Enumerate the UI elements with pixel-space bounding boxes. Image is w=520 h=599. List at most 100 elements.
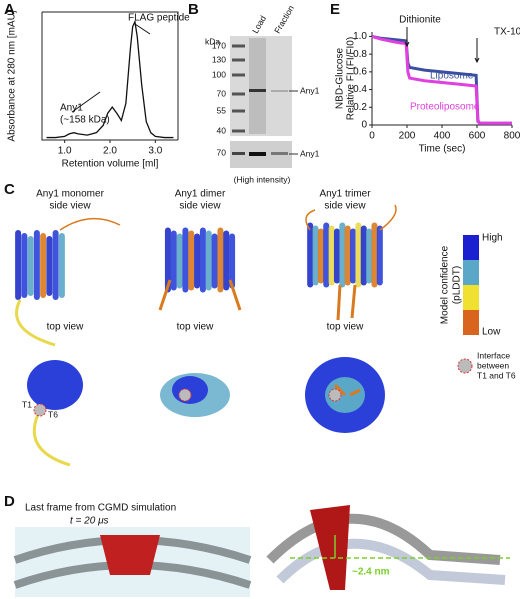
axis bbox=[41, 12, 178, 141]
y-axis-label: Relative FI (FI/FI0) bbox=[346, 37, 357, 120]
ladder-band bbox=[232, 44, 245, 48]
interface-label: Interface bbox=[477, 350, 510, 360]
annotation: TX-100 bbox=[494, 27, 520, 38]
data-line bbox=[371, 34, 512, 125]
band-label: Any1 bbox=[300, 85, 320, 95]
helix bbox=[360, 225, 367, 286]
arrow bbox=[71, 91, 101, 113]
helix bbox=[211, 233, 218, 289]
interface-marker bbox=[178, 388, 192, 402]
helix bbox=[52, 230, 59, 300]
scale-step bbox=[463, 310, 479, 335]
x-tick-label: 800 bbox=[504, 131, 520, 142]
helix bbox=[170, 230, 177, 291]
panel-label: C bbox=[4, 181, 15, 198]
coil bbox=[59, 217, 121, 231]
coil bbox=[333, 383, 361, 397]
annotation: Any1 bbox=[60, 103, 83, 114]
band bbox=[271, 90, 288, 92]
gel-unit: kDa bbox=[205, 36, 220, 46]
x-axis-label: Time (sec) bbox=[419, 144, 466, 155]
gel-note: (High intensity) bbox=[234, 174, 291, 184]
lane-label: Load bbox=[250, 14, 268, 36]
x-axis-label: Retention volume [ml] bbox=[62, 159, 159, 170]
band bbox=[271, 152, 288, 155]
scale-step bbox=[463, 235, 479, 260]
decoration bbox=[13, 36, 510, 597]
terminus-label: T1 bbox=[22, 399, 32, 409]
helix bbox=[58, 233, 65, 298]
y-tick-label: 0 bbox=[361, 120, 367, 131]
helix bbox=[333, 228, 340, 284]
annotation: (~158 kDa) bbox=[60, 115, 110, 126]
lane-label: Fraction bbox=[272, 3, 296, 35]
helix bbox=[182, 227, 189, 293]
top-view bbox=[27, 360, 83, 410]
helix bbox=[344, 225, 351, 286]
x-tick-label: 3.0 bbox=[148, 146, 162, 157]
ladder-band bbox=[232, 109, 245, 113]
helix bbox=[217, 227, 224, 293]
y-tick-label: 0.2 bbox=[353, 102, 367, 113]
y-tick-label: 0.6 bbox=[353, 66, 367, 77]
interface-marker bbox=[457, 358, 473, 374]
helix bbox=[164, 227, 171, 293]
scale-low: Low bbox=[482, 327, 501, 338]
helix bbox=[223, 230, 230, 291]
scale-high: High bbox=[482, 233, 503, 244]
sim-time: t = 20 μs bbox=[70, 516, 109, 527]
x-tick-label: 400 bbox=[434, 131, 451, 142]
ladder-label: 40 bbox=[217, 125, 227, 135]
ladder-label: 130 bbox=[212, 54, 226, 64]
panel-label: E bbox=[330, 1, 340, 18]
structure-title: top view bbox=[47, 322, 84, 333]
helix bbox=[188, 230, 195, 291]
interface-marker bbox=[328, 388, 342, 402]
scale-title: Model confidence bbox=[440, 245, 451, 324]
helix bbox=[40, 233, 47, 298]
x-tick-label: 0 bbox=[369, 131, 375, 142]
helix bbox=[376, 225, 383, 286]
helix bbox=[194, 233, 201, 289]
data-line bbox=[46, 19, 174, 139]
coil bbox=[15, 299, 56, 347]
y-axis-label: NBD-Glucose bbox=[335, 48, 346, 110]
x-tick-label: 200 bbox=[399, 131, 416, 142]
ladder-label: 70 bbox=[217, 88, 227, 98]
structure-title: side view bbox=[49, 201, 91, 212]
band bbox=[249, 89, 266, 92]
membrane bbox=[266, 513, 501, 565]
structure-title: side view bbox=[179, 201, 221, 212]
helix bbox=[366, 228, 373, 284]
structure-title: Any1 trimer bbox=[319, 189, 371, 200]
interface-marker bbox=[33, 403, 47, 417]
structure-title: Any1 monomer bbox=[36, 189, 104, 200]
arrow bbox=[134, 23, 151, 35]
series-label: Proteoliposome bbox=[410, 102, 480, 113]
ladder-band bbox=[232, 92, 245, 96]
ladder-label: 70 bbox=[217, 147, 227, 157]
ladder-label: 55 bbox=[217, 105, 227, 115]
ladder-band bbox=[232, 73, 245, 77]
helix bbox=[15, 230, 22, 300]
helix bbox=[317, 228, 324, 284]
helix bbox=[323, 222, 330, 288]
annotation: FLAG peptide bbox=[128, 13, 190, 24]
helix bbox=[205, 230, 212, 291]
y-tick-label: 0.4 bbox=[353, 84, 367, 95]
structure-title: side view bbox=[324, 201, 366, 212]
helix bbox=[199, 227, 206, 293]
top-view bbox=[172, 376, 208, 404]
helix bbox=[371, 222, 378, 288]
helix bbox=[46, 236, 53, 296]
scale-step bbox=[463, 260, 479, 285]
ladder-label: 170 bbox=[212, 40, 226, 50]
annotation: Dithionite bbox=[399, 15, 441, 26]
y-tick-label: 0.8 bbox=[353, 49, 367, 60]
x-tick-label: 2.0 bbox=[103, 146, 117, 157]
panel-label: A bbox=[4, 1, 15, 18]
helix bbox=[312, 225, 319, 286]
y-tick-label: 1.0 bbox=[353, 31, 367, 42]
protein bbox=[100, 535, 160, 575]
